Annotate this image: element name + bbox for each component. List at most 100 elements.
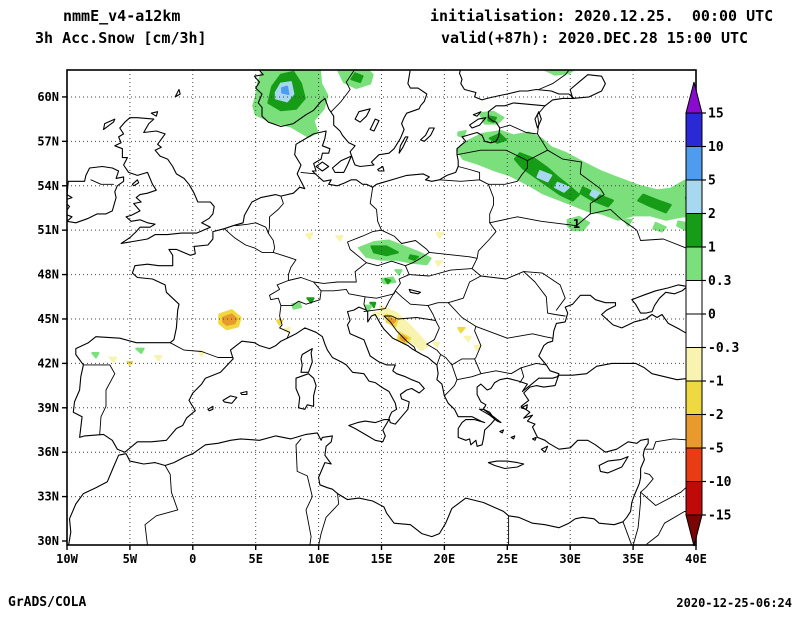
country-border: [499, 124, 538, 135]
country-border: [427, 305, 437, 321]
country-border: [451, 358, 482, 381]
snow-region-norway-blue-core: [281, 85, 290, 95]
snow-region-silesia-dot: [435, 232, 445, 239]
colorbar-segment: [685, 313, 703, 348]
snow-region-cantabria-dot: [135, 347, 145, 354]
grads-credit: GrADS/COLA: [8, 595, 87, 610]
country-border: [475, 325, 554, 339]
axes: 10W 5W 0 5E 10E 15E 20E 25E 30E 35E 40E 60N 57N 54N 51…: [37, 90, 707, 566]
snow-region-baltic-swath: [456, 130, 696, 221]
coastline-island: [487, 460, 525, 470]
coastline-island: [531, 436, 537, 441]
country-border: [267, 195, 284, 234]
snow-region-hesse-dot: [305, 232, 314, 240]
country-border: [82, 364, 116, 435]
snow-region-istria-dot: [364, 304, 373, 312]
country-border: [436, 354, 442, 366]
colorbar-label: 15: [708, 107, 724, 122]
snow-region-swath-core-c: [637, 193, 672, 214]
x-tick-label: 0: [189, 552, 196, 566]
country-border: [369, 186, 382, 231]
colorbar-segment: [685, 447, 703, 482]
colorbar-label: 2: [708, 207, 716, 222]
y-tick-label: 42N: [37, 356, 59, 370]
snow-region-swath-blue-a: [536, 170, 553, 183]
coastline: [72, 70, 575, 453]
snow-region-drina-dot: [432, 341, 441, 349]
country-border: [169, 342, 234, 358]
coastline-island: [150, 111, 159, 117]
coastline-island: [300, 348, 313, 373]
colorbar-segment: [685, 246, 703, 281]
y-tick-label: 45N: [37, 312, 59, 326]
coastline-island: [540, 445, 549, 453]
snow-region-leon-dot: [108, 356, 118, 363]
snow-region-serbia-dot-a: [463, 335, 472, 343]
country-border: [320, 288, 396, 299]
y-tick-label: 51N: [37, 223, 59, 237]
snow-region-rioja-dot: [154, 355, 163, 362]
colorbar: 15 10 5 2 1 0.3 0 -0.3 -1 -2 -5 -10 -15: [685, 81, 739, 547]
country-border: [471, 257, 478, 270]
colorbar-label: -2: [708, 408, 724, 423]
country-border: [223, 228, 274, 253]
colorbar-label: 5: [708, 174, 716, 189]
country-border: [363, 290, 396, 313]
coastline-island: [295, 373, 317, 410]
country-border: [480, 367, 522, 375]
x-tick-label: 20E: [434, 552, 456, 566]
snow-region-dinaric-orange-a: [388, 316, 397, 325]
coastline-island: [510, 435, 516, 440]
coastline: [253, 70, 428, 168]
colorbar-segment: [685, 347, 703, 382]
colorbar-segment: [685, 380, 703, 415]
x-tick-label: 35E: [622, 552, 644, 566]
country-border: [383, 315, 437, 321]
x-tick-label: 25E: [496, 552, 518, 566]
snow-region-tatra-dot: [434, 260, 443, 267]
snow-region-moravia-core: [408, 254, 419, 261]
country-border: [447, 275, 482, 304]
colorbar-label: 0: [708, 308, 716, 323]
contour-label: 1: [573, 217, 580, 231]
coastline: [286, 306, 445, 425]
x-tick-label: 10E: [308, 552, 330, 566]
coastline-island: [222, 395, 238, 404]
snow-region-galicia-dot: [91, 352, 100, 359]
country-border: [269, 277, 322, 307]
y-tick-label: 36N: [37, 445, 59, 459]
colorbar-label: 1: [708, 241, 716, 256]
country-border: [438, 179, 489, 185]
country-border: [363, 296, 367, 311]
snow-region-swath-blue-c: [589, 189, 601, 199]
country-border: [426, 343, 453, 366]
country-border: [457, 166, 481, 181]
country-border: [90, 179, 114, 185]
country-border: [640, 472, 654, 493]
country-border: [408, 268, 473, 277]
coastline: [229, 337, 288, 360]
coastline-island: [377, 165, 385, 172]
country-border: [632, 491, 642, 545]
coastline-island: [598, 456, 629, 474]
valid-time: valid(+87h): 2020.DEC.28 15:00 UTC: [441, 29, 749, 47]
colorbar-segment: [685, 112, 703, 147]
x-tick-label: 15E: [371, 552, 393, 566]
colorbar-segment: [685, 280, 703, 315]
snow-region-sweden-top-core: [350, 72, 364, 84]
country-border: [295, 438, 313, 545]
base-map: [67, 70, 696, 545]
country-border: [318, 493, 340, 545]
snow-region-grisons-dot: [306, 297, 315, 304]
coastline-island: [315, 161, 330, 172]
country-border: [474, 325, 482, 360]
country-border: [383, 315, 416, 351]
snow-region-czech-core: [370, 245, 399, 257]
country-border: [330, 70, 355, 113]
colorbar-cap-top: [685, 81, 703, 114]
coastline: [68, 362, 696, 545]
country-border: [428, 251, 478, 259]
country-border: [547, 149, 605, 215]
